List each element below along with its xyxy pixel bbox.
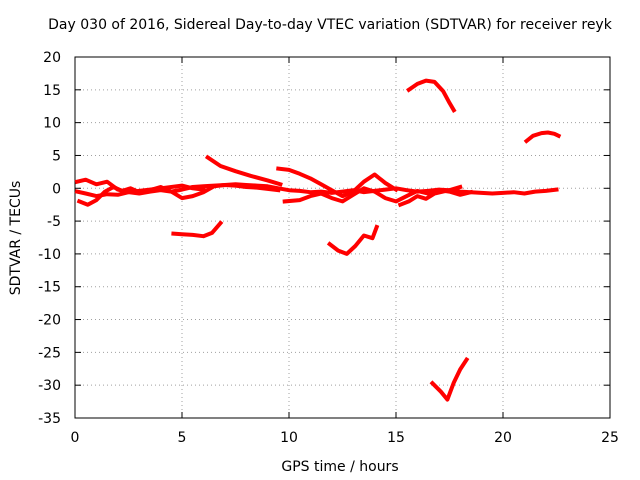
plot-frame <box>74 56 611 419</box>
y-tick-label: 20 <box>43 50 61 66</box>
axis-ticks: 0 5 10 15 20 25 20 15 10 5 0 -5 -10 -15 -20 -25 -30 -35 <box>38 50 619 446</box>
y-tick-label: -10 <box>38 247 61 263</box>
x-tick-label: 25 <box>601 430 619 446</box>
x-tick-label: 5 <box>178 430 187 446</box>
x-tick-label: 15 <box>387 430 405 446</box>
chart-title: Day 030 of 2016, Sidereal Day-to-day VTE… <box>48 17 613 33</box>
series-arc-5 <box>204 154 283 187</box>
y-tick-label: -35 <box>38 411 61 427</box>
x-tick-label: 20 <box>494 430 512 446</box>
grid <box>75 57 610 418</box>
series-arc-10 <box>406 78 457 113</box>
y-tick-label: -20 <box>38 313 61 329</box>
series-arc-11 <box>429 356 470 402</box>
y-axis-label: SDTVAR / TECUs <box>8 181 24 296</box>
y-tick-label: -25 <box>38 345 61 361</box>
y-tick-label: 10 <box>43 116 61 132</box>
y-tick-label: 15 <box>43 83 61 99</box>
y-tick-label: -30 <box>38 378 61 394</box>
series-arc-4 <box>171 220 224 239</box>
series-layer <box>74 78 562 402</box>
y-tick-label: -5 <box>47 214 61 230</box>
series-arc-6 <box>276 166 399 199</box>
series-arc-9 <box>326 224 380 256</box>
y-tick-label: -15 <box>38 280 61 296</box>
series-arc-2 <box>76 183 281 207</box>
y-tick-label: 5 <box>52 148 61 164</box>
series-arc-3 <box>74 183 206 199</box>
y-tick-label: 0 <box>52 181 61 197</box>
x-axis-label: GPS time / hours <box>281 459 398 475</box>
series-arc-8 <box>397 184 463 208</box>
x-tick-label: 10 <box>280 430 298 446</box>
series-arc-12 <box>523 130 562 144</box>
x-tick-label: 0 <box>71 430 80 446</box>
